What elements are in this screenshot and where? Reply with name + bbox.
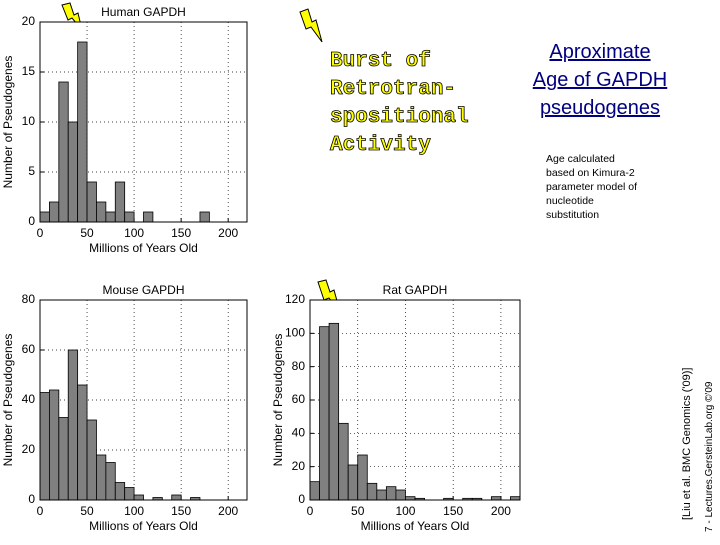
y-axis-label: Number of Pseudogenes (1, 56, 15, 189)
note: nucleotide (546, 195, 594, 207)
y-tick-label: 0 (298, 492, 305, 506)
x-tick-label: 0 (37, 504, 44, 518)
footer: 7 - Lectures.GersteinLab.org ©'09 (704, 381, 715, 532)
bar (86, 419, 97, 501)
bar (96, 201, 107, 223)
bar (77, 41, 88, 223)
chart-title: Human GAPDH (101, 5, 186, 19)
lightning-icon (299, 8, 323, 43)
x-tick-label: 200 (218, 226, 238, 240)
y-tick-label: 40 (22, 392, 36, 406)
x-tick-label: 150 (171, 504, 191, 518)
bar (347, 464, 359, 501)
y-tick-label: 5 (28, 164, 35, 178)
x-axis-label: Millions of Years Old (361, 519, 470, 533)
bar (58, 417, 69, 501)
bar (171, 494, 182, 501)
x-axis-label: Millions of Years Old (89, 241, 198, 255)
x-tick-label: 150 (171, 226, 191, 240)
slide-title: pseudogenes (540, 97, 660, 119)
bar (67, 121, 79, 223)
bar (124, 487, 135, 501)
y-tick-label: 20 (22, 442, 36, 456)
y-tick-label: 60 (292, 392, 306, 406)
citation: [Liu et al. BMC Genomics ('09)] (681, 368, 693, 521)
y-tick-label: 60 (22, 342, 36, 356)
bar (376, 489, 387, 501)
y-tick-label: 40 (292, 426, 306, 440)
bar (309, 481, 320, 501)
bar (114, 482, 126, 501)
slide-title: Age of GAPDH (533, 69, 668, 91)
x-axis-label: Millions of Years Old (89, 519, 198, 533)
burst-label: spositional (330, 106, 469, 129)
y-tick-label: 10 (22, 114, 36, 128)
x-tick-label: 0 (307, 504, 314, 518)
burst-label: Burst of (330, 50, 431, 73)
y-tick-label: 0 (28, 492, 35, 506)
x-tick-label: 50 (80, 226, 94, 240)
bar (77, 384, 88, 501)
bar (395, 489, 406, 501)
bar (86, 181, 97, 223)
x-tick-label: 100 (395, 504, 415, 518)
x-tick-label: 100 (124, 226, 144, 240)
slide-title: Aproximate (549, 41, 650, 63)
bar (114, 181, 126, 223)
note: based on Kimura-2 (546, 167, 635, 179)
x-tick-label: 150 (443, 504, 463, 518)
note: parameter model of (546, 181, 637, 193)
x-tick-label: 200 (491, 504, 511, 518)
bar (96, 454, 107, 501)
bar (39, 211, 50, 223)
x-tick-label: 50 (351, 504, 365, 518)
y-tick-label: 80 (292, 359, 306, 373)
y-axis-label: Number of Pseudogenes (1, 334, 15, 467)
burst-label: Retrotran- (330, 78, 456, 101)
bar (67, 349, 79, 501)
x-tick-label: 100 (124, 504, 144, 518)
burst-label: Activity (330, 134, 431, 157)
chart-title: Mouse GAPDH (102, 283, 184, 297)
y-tick-label: 0 (28, 214, 35, 228)
bar (58, 81, 69, 223)
axes-frame (39, 299, 248, 501)
y-tick-label: 120 (285, 292, 305, 306)
bar (357, 454, 368, 501)
y-tick-label: 100 (285, 326, 305, 340)
y-axis-label: Number of Pseudogenes (271, 334, 285, 467)
bar (124, 211, 135, 223)
y-tick-label: 80 (22, 292, 36, 306)
bar (328, 322, 340, 501)
y-tick-label: 20 (292, 459, 306, 473)
bar (49, 201, 60, 223)
bar (385, 486, 397, 501)
bar (105, 462, 116, 501)
chart-title: Rat GAPDH (383, 283, 448, 297)
axes-frame (39, 21, 248, 223)
bar (133, 494, 144, 501)
note: Age calculated (546, 153, 615, 165)
bar (49, 389, 60, 501)
x-tick-label: 50 (80, 504, 94, 518)
bar (199, 211, 210, 223)
bar (105, 211, 116, 223)
y-tick-label: 15 (22, 64, 36, 78)
bar (143, 211, 154, 223)
bar (319, 326, 330, 501)
x-tick-label: 200 (218, 504, 238, 518)
bar (39, 392, 50, 501)
note: substitution (546, 209, 599, 221)
bar (366, 482, 378, 501)
x-tick-label: 0 (37, 226, 44, 240)
y-tick-label: 20 (22, 14, 36, 28)
bar (338, 422, 349, 501)
axes-frame (309, 299, 521, 501)
